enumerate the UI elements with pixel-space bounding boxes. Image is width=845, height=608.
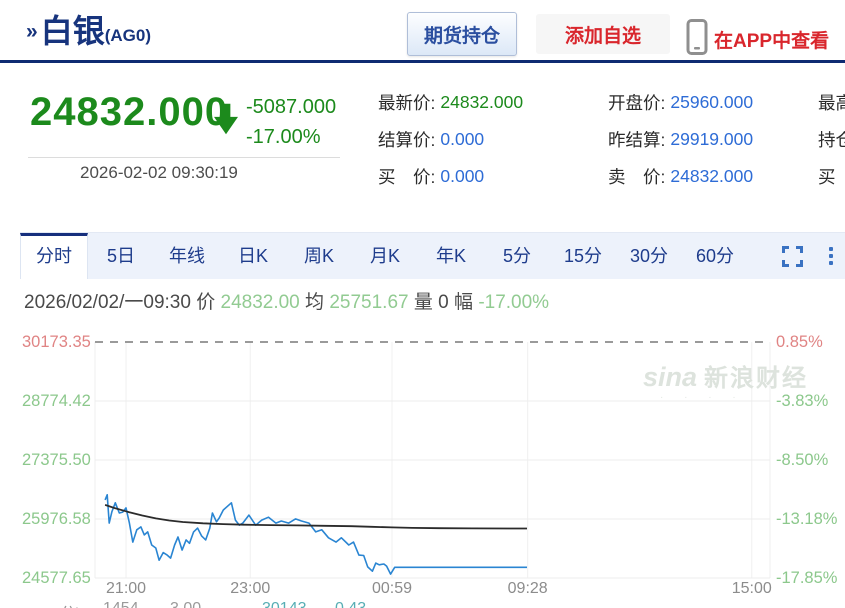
clipped-bottom-text: 0.43 xyxy=(335,600,366,608)
futures-positions-button[interactable]: 期货持仓 xyxy=(407,12,517,56)
quote-field-label: 最高 xyxy=(818,93,845,113)
fullscreen-icon[interactable] xyxy=(782,246,803,272)
quote-fields-column-2: 开盘价: 25960.000 昨结算: 29919.000 卖 价: 24832.000 xyxy=(608,84,753,195)
clipped-bottom-text: 1454 xyxy=(103,600,139,608)
quote-field-row: 开盘价: 25960.000 xyxy=(608,84,753,121)
price-change-pct: -17.00% xyxy=(246,126,321,148)
kebab-menu-icon[interactable] xyxy=(829,247,833,265)
tab-60分[interactable]: 60分 xyxy=(695,246,735,266)
clipped-bottom-text: 30143 xyxy=(262,600,307,608)
info-price-label: 价 xyxy=(196,292,216,313)
tab-月K[interactable]: 月K xyxy=(369,246,400,266)
quote-field-label: 开盘价: xyxy=(608,93,666,113)
watermark-brand: sina xyxy=(643,362,698,392)
tab-15分[interactable]: 15分 xyxy=(563,246,603,266)
quote-field-row: 买 价: 0.000 xyxy=(378,158,523,195)
x-axis-label: 23:00 xyxy=(230,580,271,597)
info-range-label: 幅 xyxy=(454,292,474,313)
series-average xyxy=(104,504,528,530)
chevrons-icon: » xyxy=(26,20,38,43)
info-datetime: 2026/02/02/一09:30 xyxy=(24,292,191,313)
y-axis-pct-label: 0.85% xyxy=(776,333,823,351)
quote-field-value: 24832.000 xyxy=(440,92,524,112)
clipped-bottom-text: 分) xyxy=(60,600,81,608)
quote-field-label: 结算价: xyxy=(378,130,436,150)
quote-fields-column-3: 最高 持仓买 xyxy=(818,84,845,195)
tab-日K[interactable]: 日K xyxy=(237,246,268,266)
down-arrow-icon xyxy=(214,103,238,140)
price-change-group: -5087.000 -17.00% xyxy=(246,92,336,152)
tab-周K[interactable]: 周K xyxy=(303,246,334,266)
info-vol-label: 量 xyxy=(413,292,433,313)
sina-watermark: sina 新浪财经 xyxy=(643,358,808,393)
quote-field-value: 25960.000 xyxy=(670,92,754,112)
tab-年K[interactable]: 年K xyxy=(435,246,466,266)
watermark-subtext: · · · · xyxy=(660,392,745,403)
chart-info-line: 2026/02/02/一09:30 价 24832.00 均 25751.67 … xyxy=(24,287,549,314)
y-axis-label: 27375.50 xyxy=(22,451,91,469)
phone-icon[interactable] xyxy=(686,19,708,60)
info-vol-value: 0 xyxy=(438,292,449,313)
y-axis-label: 28774.42 xyxy=(22,392,91,410)
quote-field-value: 0.000 xyxy=(440,129,485,149)
quote-field-label: 持仓 xyxy=(818,130,845,150)
info-range-value: -17.00% xyxy=(478,292,550,313)
quote-timestamp: 2026-02-02 09:30:19 xyxy=(80,163,238,182)
tab-5日[interactable]: 5日 xyxy=(106,246,135,266)
y-axis-pct-label: -8.50% xyxy=(776,451,829,469)
y-axis-pct-label: -17.85% xyxy=(776,569,838,587)
quote-field-value: 0.000 xyxy=(440,166,485,186)
quote-fields-column-1: 最新价: 24832.000 结算价: 0.000 买 价: 0.000 xyxy=(378,84,523,195)
intraday-chart[interactable]: sina 新浪财经 · · · · 30173.35 0.85% 28774.42 -… xyxy=(0,322,845,608)
quote-field-label: 买 xyxy=(818,167,836,187)
x-axis-label: 21:00 xyxy=(106,580,147,597)
watermark-name: 新浪财经 xyxy=(704,365,809,392)
price-change: -5087.000 xyxy=(246,96,337,118)
quote-field-label: 昨结算: xyxy=(608,130,666,150)
y-axis-label: 25976.58 xyxy=(22,509,91,528)
quote-field-label: 买 价: xyxy=(378,167,436,187)
tab-分时[interactable]: 分时 xyxy=(20,233,88,279)
quote-divider xyxy=(28,157,340,158)
x-axis-label: 09:28 xyxy=(507,580,548,597)
chart-canvas xyxy=(94,341,771,579)
quote-field-value: 24832.000 xyxy=(670,166,754,186)
x-axis-label: 15:00 xyxy=(731,580,772,597)
y-axis-pct-label: -3.83% xyxy=(776,392,829,410)
tab-年线[interactable]: 年线 xyxy=(169,246,205,266)
quote-field-row: 卖 价: 24832.000 xyxy=(608,158,753,195)
instrument-symbol: (AG0) xyxy=(104,26,151,45)
page-header: » 白银 (AG0) 期货持仓 添加自选 在APP中查看 xyxy=(0,0,845,63)
last-price: 24832.000 xyxy=(30,90,229,134)
quote-field-label: 最新价: xyxy=(378,93,436,113)
view-in-app-link[interactable]: 在APP中查看 xyxy=(714,31,830,52)
chart-tabs: 分时 5日 年线 日K 周K 月K 年K 5分 15分 30分 60分 xyxy=(20,233,748,279)
quote-field-row: 最高 xyxy=(818,84,845,121)
x-axis-label: 00:59 xyxy=(371,580,413,597)
add-watchlist-button[interactable]: 添加自选 xyxy=(536,14,670,54)
page-title: 白银 xyxy=(40,13,105,49)
clipped-bottom-text: 3.00 xyxy=(170,600,201,608)
info-avg-label: 均 xyxy=(305,292,325,313)
chart-period-tabbar: 分时 5日 年线 日K 周K 月K 年K 5分 15分 30分 60分 xyxy=(20,232,845,279)
tab-5分[interactable]: 5分 xyxy=(502,246,531,266)
series-price xyxy=(104,494,527,575)
quote-field-row: 昨结算: 29919.000 xyxy=(608,121,753,158)
quote-field-row: 结算价: 0.000 xyxy=(378,121,523,158)
quote-field-row: 买 xyxy=(818,158,845,195)
instrument-title-group: » 白银 (AG0) xyxy=(26,12,151,50)
quote-field-row: 最新价: 24832.000 xyxy=(378,84,523,121)
y-axis-label: 24577.65 xyxy=(22,569,91,587)
tab-30分[interactable]: 30分 xyxy=(629,246,669,266)
info-price-value: 24832.00 xyxy=(220,292,300,313)
quote-field-row: 持仓 xyxy=(818,121,845,158)
y-axis-label: 30173.35 xyxy=(22,333,91,351)
info-avg-value: 25751.67 xyxy=(329,292,409,313)
y-axis-pct-label: -13.18% xyxy=(776,509,838,528)
quote-field-label: 卖 价: xyxy=(608,167,666,187)
quote-field-value: 29919.000 xyxy=(670,129,754,149)
